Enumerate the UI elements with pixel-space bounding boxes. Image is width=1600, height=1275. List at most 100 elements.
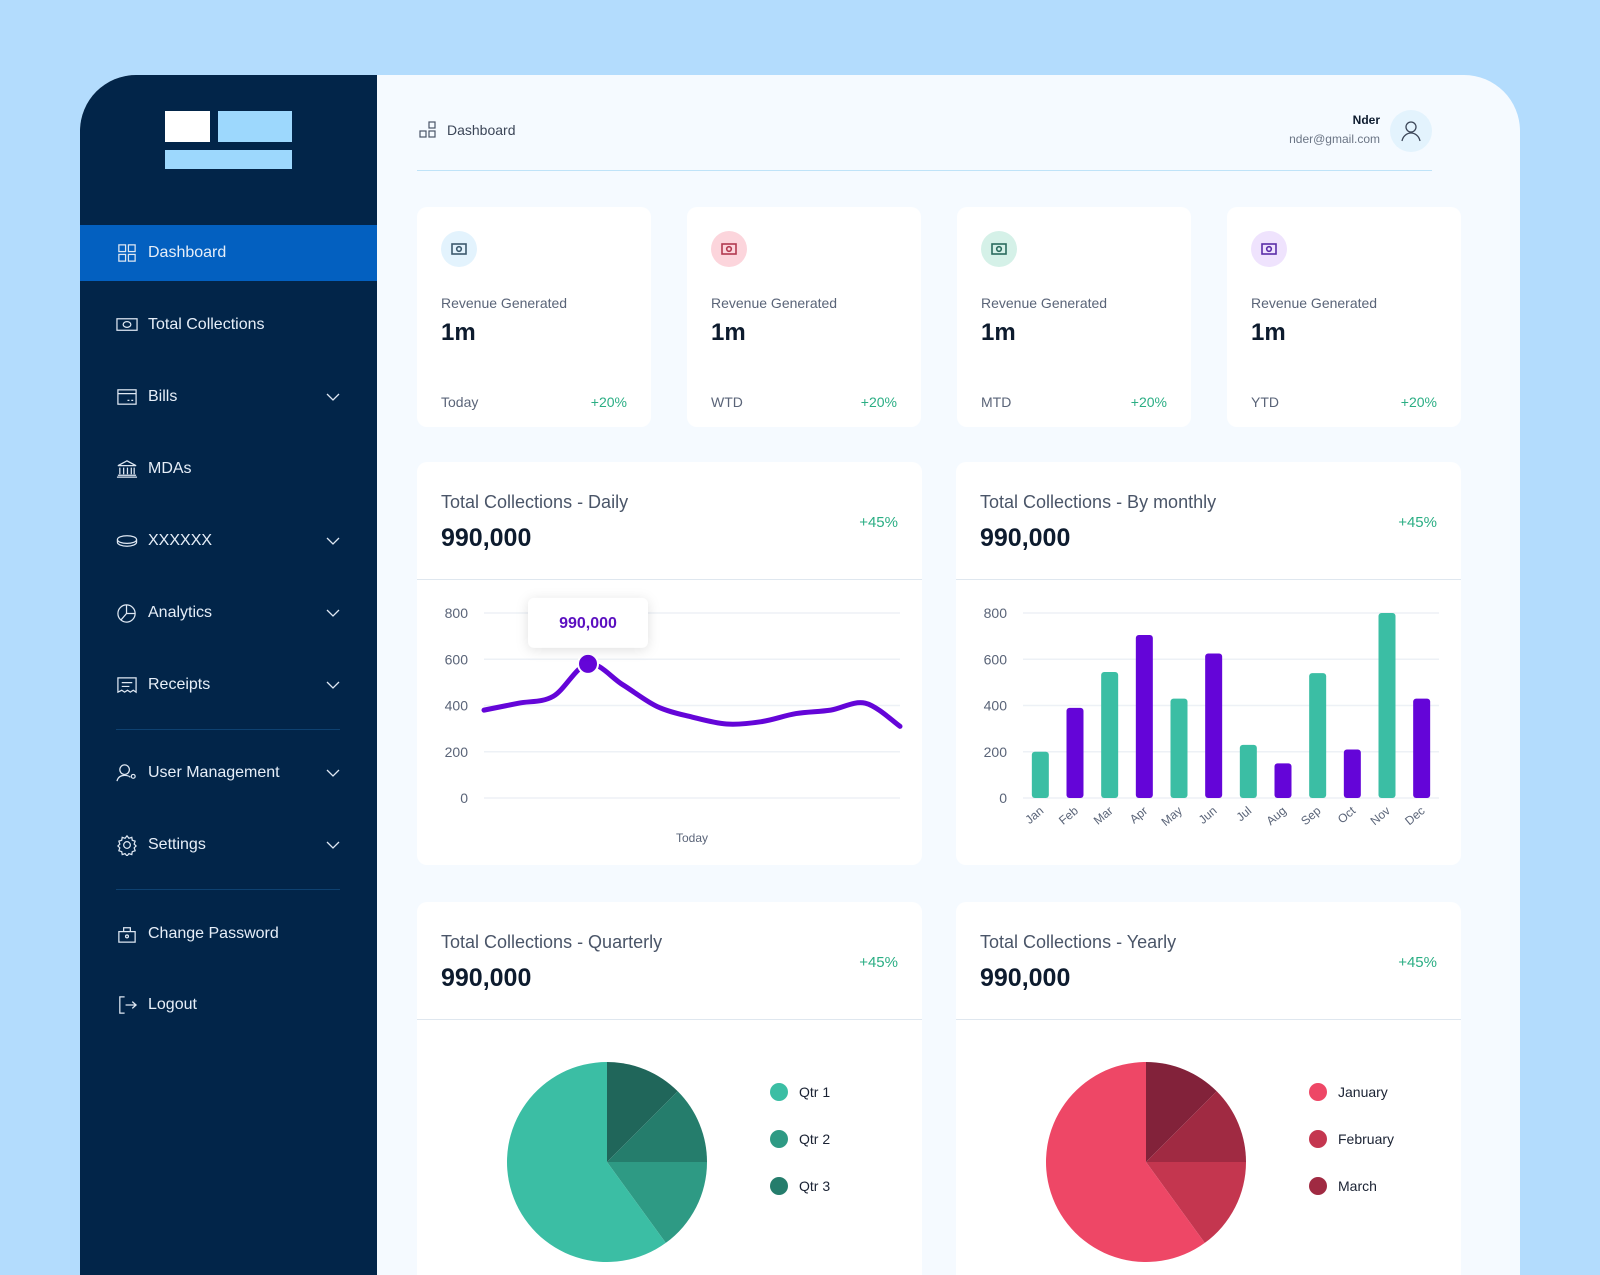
highlight-point (577, 652, 599, 675)
y-tick-label: 0 (460, 790, 468, 806)
chart-3: January February March (1046, 1062, 1394, 1262)
bar (1274, 763, 1292, 798)
breadcrumb[interactable]: Dashboard (419, 121, 516, 139)
sidebar-item-bills[interactable]: Bills (80, 369, 377, 425)
legend-swatch (770, 1083, 788, 1101)
panel-change: +45% (859, 514, 898, 531)
chart-2: Qtr 1 Qtr 2 Qtr 3 (507, 1062, 830, 1262)
sidebar-item-label: User Management (148, 764, 280, 781)
line-series (481, 661, 903, 729)
chart-panel: Total Collections - Yearly 990,000 +45% … (956, 902, 1461, 1275)
y-tick-label: 800 (445, 605, 469, 621)
y-tick-label: 200 (984, 744, 1008, 760)
sidebar-item-logout[interactable]: Logout (80, 977, 377, 1033)
legend-label: January (1338, 1084, 1388, 1100)
sidebar-item-label: Settings (148, 836, 206, 853)
stat-label: Revenue Generated (711, 295, 838, 311)
banknote-icon (981, 231, 1017, 267)
sidebar-item-label: Total Collections (148, 316, 265, 333)
stat-change: +20% (1400, 394, 1437, 410)
chart-1: 0 200 400 600 800 Jan Feb Mar Apr May Jun Jul Aug Sep… (984, 605, 1439, 829)
gear-icon (117, 834, 137, 856)
stat-period: Today (441, 394, 479, 410)
logout-icon (119, 996, 138, 1014)
bar (1135, 634, 1153, 798)
chevron-down-icon[interactable] (325, 677, 341, 693)
sidebar-item-dashboard[interactable]: Dashboard (80, 225, 377, 281)
receipt-icon (117, 677, 137, 694)
sidebar-item-label: Change Password (148, 925, 279, 942)
dashboard-icon (419, 121, 436, 138)
main-content: Dashboard Nder nder@gmail.com Revenue Ge… (377, 75, 1520, 1275)
panel-title: Total Collections - Yearly (980, 932, 1177, 952)
stat-period: YTD (1251, 394, 1279, 410)
legend-swatch (770, 1177, 788, 1195)
sidebar-item-settings[interactable]: Settings (80, 817, 377, 873)
lock-icon (118, 927, 136, 943)
sidebar-item-receipts[interactable]: Receipts (80, 657, 377, 713)
panel-value: 990,000 (980, 524, 1071, 552)
x-tick-label: Apr (1127, 804, 1150, 827)
tooltip (528, 597, 648, 648)
avatar[interactable] (1390, 110, 1432, 152)
chart-panel: Total Collections - By monthly 990,000 +… (956, 462, 1461, 865)
tooltip-value: 990,000 (559, 615, 617, 632)
breadcrumb-label: Dashboard (447, 122, 516, 138)
legend-label: Qtr 3 (799, 1178, 830, 1194)
legend-swatch (1309, 1083, 1327, 1101)
pie-slice (607, 1062, 678, 1162)
panel-title: Total Collections - Daily (441, 492, 629, 512)
banknote-icon (1251, 231, 1287, 267)
panel-change: +45% (1398, 954, 1437, 971)
sidebar-item-user-management[interactable]: User Management (80, 745, 377, 801)
bank-icon (116, 460, 138, 478)
sidebar-item-total-collections[interactable]: Total Collections (80, 297, 377, 353)
panel-change: +45% (1398, 514, 1437, 531)
panel-change: +45% (859, 954, 898, 971)
x-tick-label: Jul (1234, 804, 1255, 825)
sidebar-divider (116, 889, 340, 890)
banknote-icon (116, 318, 138, 331)
user-info: Nder nder@gmail.com (1289, 113, 1380, 146)
chevron-down-icon[interactable] (325, 533, 341, 549)
sidebar-item-label: Receipts (148, 676, 211, 693)
sidebar-item-label: Analytics (148, 604, 213, 621)
x-tick-label: Aug (1264, 804, 1289, 828)
stat-change: +20% (590, 394, 627, 410)
x-tick-label: Jun (1196, 804, 1220, 827)
chart-panel: Total Collections - Daily 990,000 +45% 0… (417, 462, 922, 865)
app-window: Dashboard Total Collections Bills MDAs XXXXX… (80, 75, 1520, 1275)
legend-swatch (770, 1130, 788, 1148)
legend-label: Qtr 2 (799, 1131, 830, 1147)
sidebar-item-analytics[interactable]: Analytics (80, 585, 377, 641)
x-axis-label: Today (676, 831, 708, 845)
bar (1413, 698, 1431, 798)
card-icon (117, 389, 137, 405)
bar (1378, 613, 1396, 798)
y-tick-label: 0 (999, 790, 1007, 806)
bar (1205, 653, 1223, 798)
chevron-down-icon[interactable] (325, 837, 341, 853)
chevron-down-icon[interactable] (325, 605, 341, 621)
sidebar-item-label: Dashboard (148, 244, 227, 261)
sidebar-item-change-password[interactable]: Change Password (80, 906, 377, 962)
bar (1309, 673, 1327, 798)
sidebar-item-mdas[interactable]: MDAs (80, 441, 377, 497)
panel-title: Total Collections - Quarterly (441, 932, 663, 952)
stat-card: Revenue Generated 1m MTD +20% (957, 207, 1191, 427)
x-tick-label: Jan (1022, 804, 1046, 827)
x-tick-label: Oct (1335, 803, 1359, 826)
user-gear-icon (116, 764, 136, 782)
stat-label: Revenue Generated (981, 295, 1108, 311)
stat-period: WTD (711, 394, 743, 410)
chevron-down-icon[interactable] (325, 765, 341, 781)
stat-value: 1m (981, 319, 1016, 346)
chevron-down-icon[interactable] (325, 389, 341, 405)
user-icon (1401, 121, 1421, 142)
sidebar-item-xxxxxx[interactable]: XXXXXX (80, 513, 377, 569)
y-tick-label: 400 (984, 698, 1008, 714)
bar (1031, 751, 1049, 798)
pie-slice (1146, 1062, 1217, 1162)
bar (1066, 707, 1084, 798)
banknote-icon (711, 231, 747, 267)
